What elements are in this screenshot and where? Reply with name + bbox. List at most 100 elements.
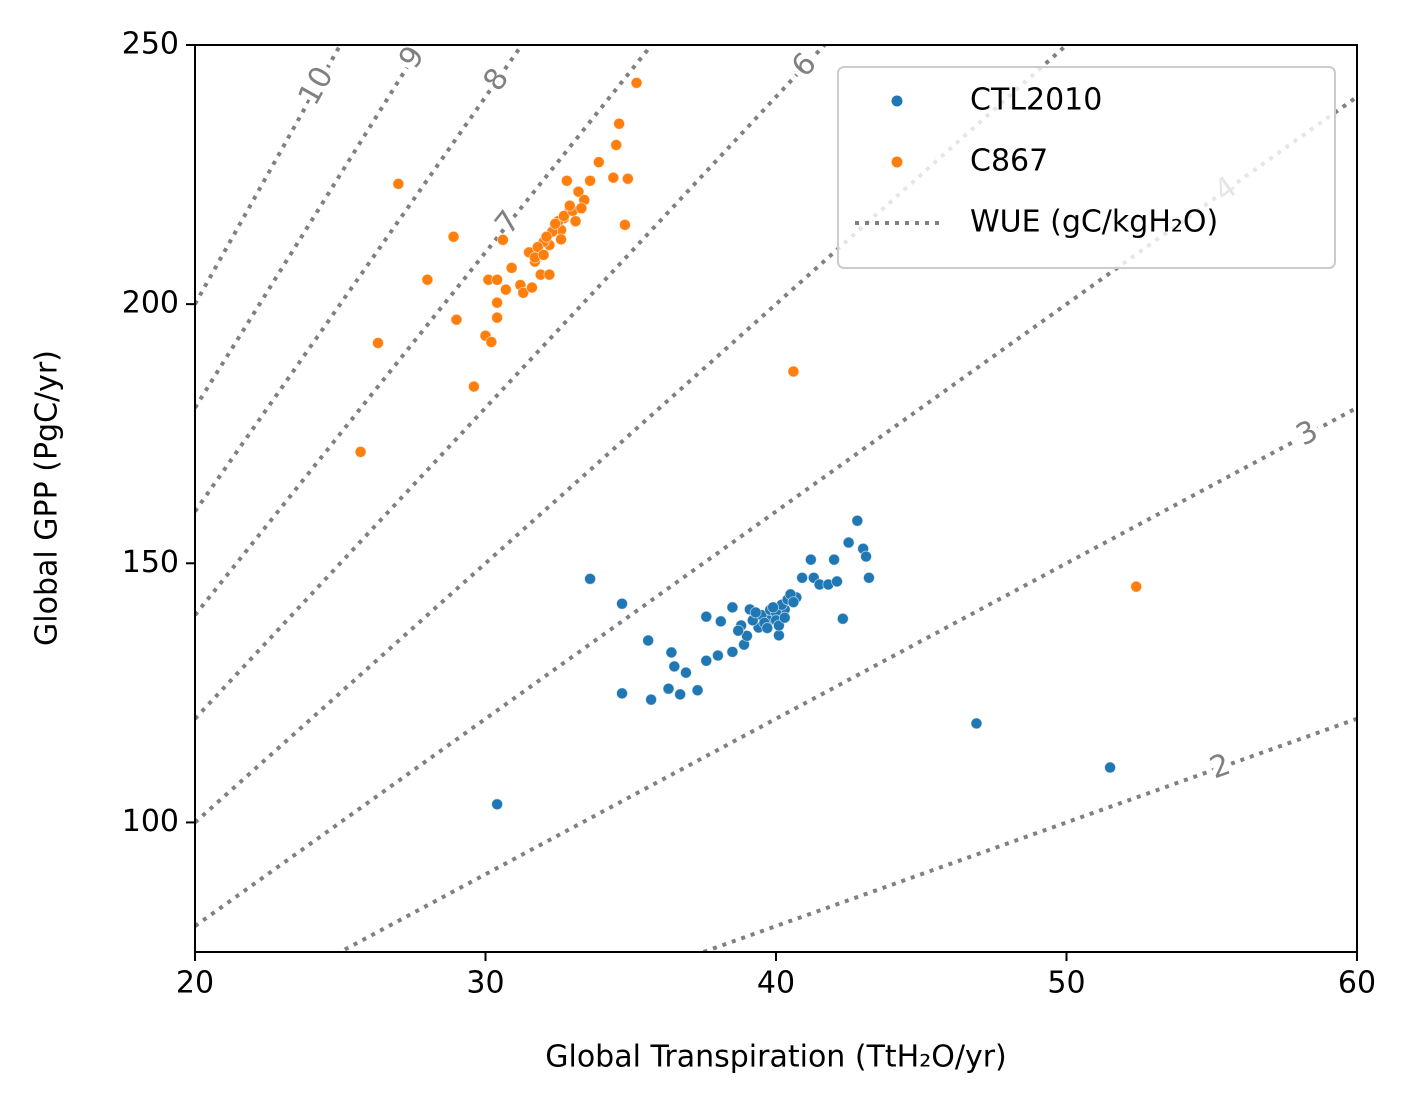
wue-label: 3 xyxy=(1290,413,1323,453)
point xyxy=(467,380,480,393)
point xyxy=(555,233,567,246)
point xyxy=(749,606,762,619)
point xyxy=(767,601,779,614)
legend: CTL2010 C867 WUE (gC/kgH₂O) xyxy=(837,66,1336,269)
legend-label: C867 xyxy=(970,144,1048,179)
point xyxy=(584,174,596,187)
point xyxy=(572,185,585,198)
point xyxy=(836,612,849,625)
point xyxy=(613,117,626,130)
point xyxy=(354,445,367,458)
legend-label: CTL2010 xyxy=(970,83,1102,118)
point xyxy=(804,553,817,566)
point xyxy=(491,311,504,324)
point xyxy=(485,336,498,348)
point xyxy=(630,76,643,89)
point xyxy=(726,601,739,614)
point xyxy=(540,230,553,243)
wue-line xyxy=(195,95,1357,928)
point xyxy=(592,156,605,169)
x-tick-label: 50 xyxy=(1047,966,1085,1001)
point xyxy=(450,313,463,326)
point xyxy=(662,682,675,695)
y-axis-label: Global GPP (PgC/yr) xyxy=(30,350,65,646)
point xyxy=(543,268,556,281)
point xyxy=(497,233,509,246)
point xyxy=(549,217,562,230)
point xyxy=(560,174,573,187)
point xyxy=(537,249,550,261)
point xyxy=(372,337,384,349)
wue-line xyxy=(336,406,1357,952)
point xyxy=(563,199,576,212)
point xyxy=(392,178,405,190)
point xyxy=(607,171,620,184)
point xyxy=(860,550,872,563)
point xyxy=(619,218,631,231)
point xyxy=(642,634,655,647)
point xyxy=(741,629,753,642)
y-tick-label: 200 xyxy=(122,286,179,321)
point xyxy=(569,215,582,228)
point xyxy=(1104,761,1116,774)
point xyxy=(447,230,460,243)
point xyxy=(732,624,745,637)
x-tick-label: 30 xyxy=(466,966,504,1001)
point xyxy=(773,629,785,642)
point xyxy=(712,649,724,662)
point xyxy=(680,666,692,679)
point xyxy=(778,611,791,624)
legend-box xyxy=(837,66,1336,269)
point xyxy=(851,514,864,527)
point xyxy=(584,572,596,585)
point xyxy=(665,646,678,659)
point xyxy=(616,687,628,700)
point xyxy=(616,597,628,610)
wue-line xyxy=(195,45,828,721)
point xyxy=(970,717,983,730)
wue-label: 2 xyxy=(1205,747,1235,786)
point xyxy=(491,798,504,811)
point xyxy=(863,571,875,584)
point xyxy=(700,610,713,623)
legend-marker xyxy=(891,156,903,168)
point xyxy=(621,172,634,185)
point xyxy=(645,693,657,706)
point xyxy=(517,286,530,299)
y-tick-label: 100 xyxy=(122,804,179,839)
point xyxy=(787,365,800,378)
y-tick-label: 250 xyxy=(122,27,179,62)
point xyxy=(842,536,855,549)
x-axis-label: Global Transpiration (TtH₂O/yr) xyxy=(545,1040,1007,1075)
point xyxy=(575,202,588,215)
point xyxy=(787,596,800,609)
point xyxy=(726,646,739,658)
point xyxy=(700,654,713,667)
point xyxy=(796,571,809,584)
point xyxy=(714,615,727,628)
point xyxy=(1130,580,1143,593)
x-tick-label: 60 xyxy=(1338,966,1376,1001)
point xyxy=(674,688,687,701)
point xyxy=(499,283,512,296)
wue-label: 8 xyxy=(476,62,516,98)
x-tick-label: 40 xyxy=(757,966,795,1001)
point xyxy=(491,273,504,286)
point xyxy=(558,210,570,222)
point xyxy=(505,261,518,274)
point xyxy=(668,660,681,673)
wue-label: 10 xyxy=(292,61,341,111)
point xyxy=(831,575,843,588)
point xyxy=(610,139,623,151)
point xyxy=(421,273,434,286)
point xyxy=(491,296,504,309)
legend-marker xyxy=(891,95,903,107)
x-tick-label: 20 xyxy=(176,966,214,1001)
point xyxy=(761,622,774,634)
point xyxy=(828,553,840,566)
point xyxy=(691,684,704,697)
y-tick-label: 150 xyxy=(122,545,179,580)
legend-label: WUE (gC/kgH₂O) xyxy=(970,205,1218,240)
point xyxy=(526,281,538,294)
